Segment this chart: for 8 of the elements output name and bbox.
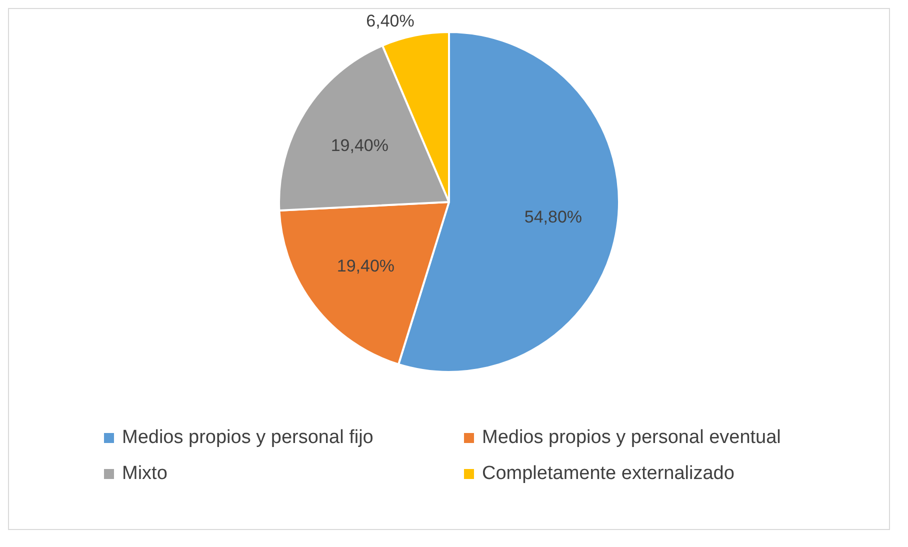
data-label: 19,40%: [336, 256, 395, 276]
data-label: 19,40%: [330, 136, 388, 155]
legend-label: Mixto: [122, 463, 168, 485]
legend-label: Completamente externalizado: [482, 463, 734, 485]
legend-label: Medios propios y personal eventual: [482, 427, 781, 449]
data-label: 54,80%: [524, 208, 582, 227]
data-label: 6,40%: [366, 11, 414, 30]
legend-label: Medios propios y personal fijo: [122, 427, 374, 449]
